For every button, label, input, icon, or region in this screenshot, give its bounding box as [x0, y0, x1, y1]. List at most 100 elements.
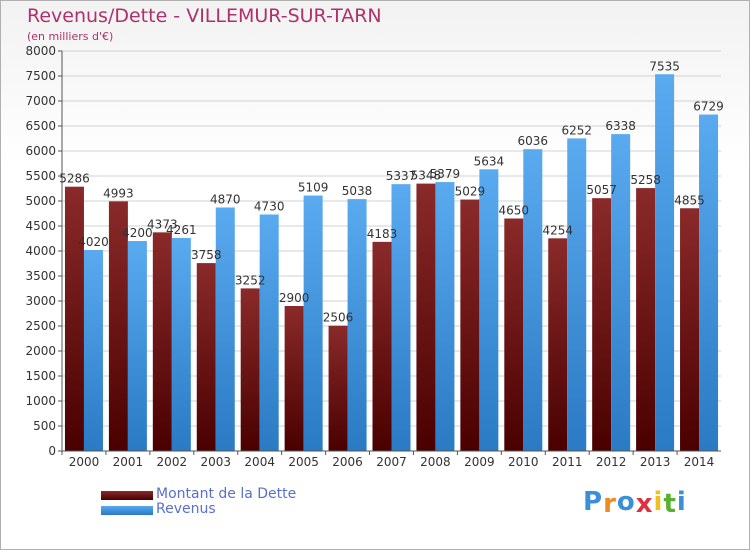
- x-tick-label: 2012: [596, 455, 627, 469]
- x-tick-label: 2006: [332, 455, 363, 469]
- logo-letter: i: [653, 487, 664, 517]
- data-label-dette: 3758: [191, 248, 222, 262]
- bar-revenus: [391, 184, 411, 451]
- y-tick-label: 1500: [25, 369, 56, 383]
- bar-revenus: [83, 250, 103, 451]
- logo-letter: o: [616, 487, 636, 517]
- bar-dette: [548, 238, 568, 451]
- y-tick-label: 0: [48, 444, 56, 458]
- data-label-revenus: 4261: [166, 223, 197, 237]
- logo-letter: P: [583, 487, 604, 517]
- x-tick-label: 2005: [288, 455, 319, 469]
- logo-letter: r: [603, 489, 617, 519]
- data-label-dette: 2506: [323, 311, 354, 325]
- y-tick-label: 6500: [25, 119, 56, 133]
- y-tick-label: 500: [33, 419, 56, 433]
- bar-revenus: [215, 207, 235, 451]
- bar-dette: [636, 188, 656, 451]
- y-tick-label: 1000: [25, 394, 56, 408]
- chart-subtitle: (en milliers d'€): [27, 30, 114, 43]
- bars-layer: [64, 74, 719, 452]
- bar-revenus: [435, 182, 455, 452]
- axis-layer: 0 500 1000 1500 2000 2500 3000 3500 4000 4500 5000…: [25, 44, 721, 469]
- data-label-dette: 4855: [674, 193, 705, 207]
- logo-letter: t: [663, 489, 677, 519]
- data-label-revenus: 4730: [254, 200, 285, 214]
- data-label-revenus: 6036: [518, 134, 549, 148]
- x-tick-label: 2008: [420, 455, 451, 469]
- bar-dette: [372, 241, 392, 451]
- data-label-dette: 4254: [542, 223, 573, 237]
- y-tick-label: 8000: [25, 44, 56, 58]
- data-label-dette: 5286: [59, 172, 90, 186]
- x-tick-label: 2013: [640, 455, 671, 469]
- x-tick-label: 2000: [69, 455, 100, 469]
- y-tick-label: 2500: [25, 319, 56, 333]
- data-label-revenus: 5379: [430, 167, 461, 181]
- bar-revenus: [567, 138, 587, 451]
- x-tick-label: 2014: [684, 455, 715, 469]
- legend-label-dette: Montant de la Dette: [156, 486, 297, 502]
- bar-revenus: [523, 149, 543, 451]
- data-label-dette: 5029: [455, 185, 486, 199]
- y-tick-label: 6000: [25, 144, 56, 158]
- bar-dette: [284, 306, 304, 451]
- data-label-revenus: 4200: [122, 226, 153, 240]
- bar-dette: [328, 325, 348, 451]
- data-label-dette: 5348: [411, 169, 442, 183]
- data-label-dette: 4373: [147, 217, 178, 231]
- y-tick-label: 7000: [25, 94, 56, 108]
- y-tick-label: 5500: [25, 169, 56, 183]
- data-label-revenus: 5634: [474, 154, 505, 168]
- y-tick-label: 3500: [25, 269, 56, 283]
- bar-revenus: [479, 169, 499, 452]
- data-label-revenus: 5337: [386, 169, 417, 183]
- bar-dette: [460, 199, 480, 451]
- data-label-dette: 2900: [279, 291, 310, 305]
- x-tick-label: 2011: [552, 455, 583, 469]
- logo-letter: i: [676, 487, 687, 517]
- bar-dette: [108, 201, 128, 451]
- data-label-revenus: 4020: [78, 235, 109, 249]
- y-tick-label: 5000: [25, 194, 56, 208]
- legend-swatch-dette: [101, 491, 153, 500]
- data-label-revenus: 6338: [605, 119, 636, 133]
- proxiti-logo: Proxiti: [583, 487, 687, 519]
- legend-swatch-revenus: [101, 506, 153, 515]
- y-tick-label: 7500: [25, 69, 56, 83]
- x-tick-label: 2002: [157, 455, 188, 469]
- x-tick-label: 2004: [244, 455, 275, 469]
- data-label-revenus: 6729: [693, 100, 724, 114]
- data-label-dette: 4993: [103, 186, 134, 200]
- data-label-dette: 5258: [630, 173, 661, 187]
- logo-letter: x: [635, 489, 654, 519]
- bar-revenus: [303, 195, 323, 451]
- data-label-revenus: 7535: [649, 59, 680, 73]
- bar-revenus: [655, 74, 675, 451]
- bar-dette: [152, 232, 172, 451]
- data-label-revenus: 5038: [342, 184, 373, 198]
- data-label-dette: 4650: [499, 204, 530, 218]
- bar-revenus: [347, 199, 367, 451]
- data-label-dette: 3252: [235, 273, 266, 287]
- data-label-revenus: 4870: [210, 193, 241, 207]
- data-label-dette: 4183: [367, 227, 398, 241]
- bar-dette: [504, 218, 524, 451]
- bar-revenus: [171, 237, 191, 451]
- x-tick-label: 2010: [508, 455, 539, 469]
- bar-revenus: [127, 241, 147, 451]
- x-tick-label: 2001: [113, 455, 144, 469]
- chart-title: Revenus/Dette - VILLEMUR-SUR-TARN: [27, 5, 382, 27]
- bar-dette: [64, 186, 84, 451]
- x-tick-label: 2009: [464, 455, 495, 469]
- bar-dette: [592, 198, 612, 451]
- bar-revenus: [611, 134, 631, 451]
- x-tick-label: 2007: [376, 455, 407, 469]
- data-label-revenus: 5109: [298, 181, 329, 195]
- bar-dette: [240, 288, 260, 451]
- data-label-dette: 5057: [586, 183, 617, 197]
- x-tick-label: 2003: [200, 455, 231, 469]
